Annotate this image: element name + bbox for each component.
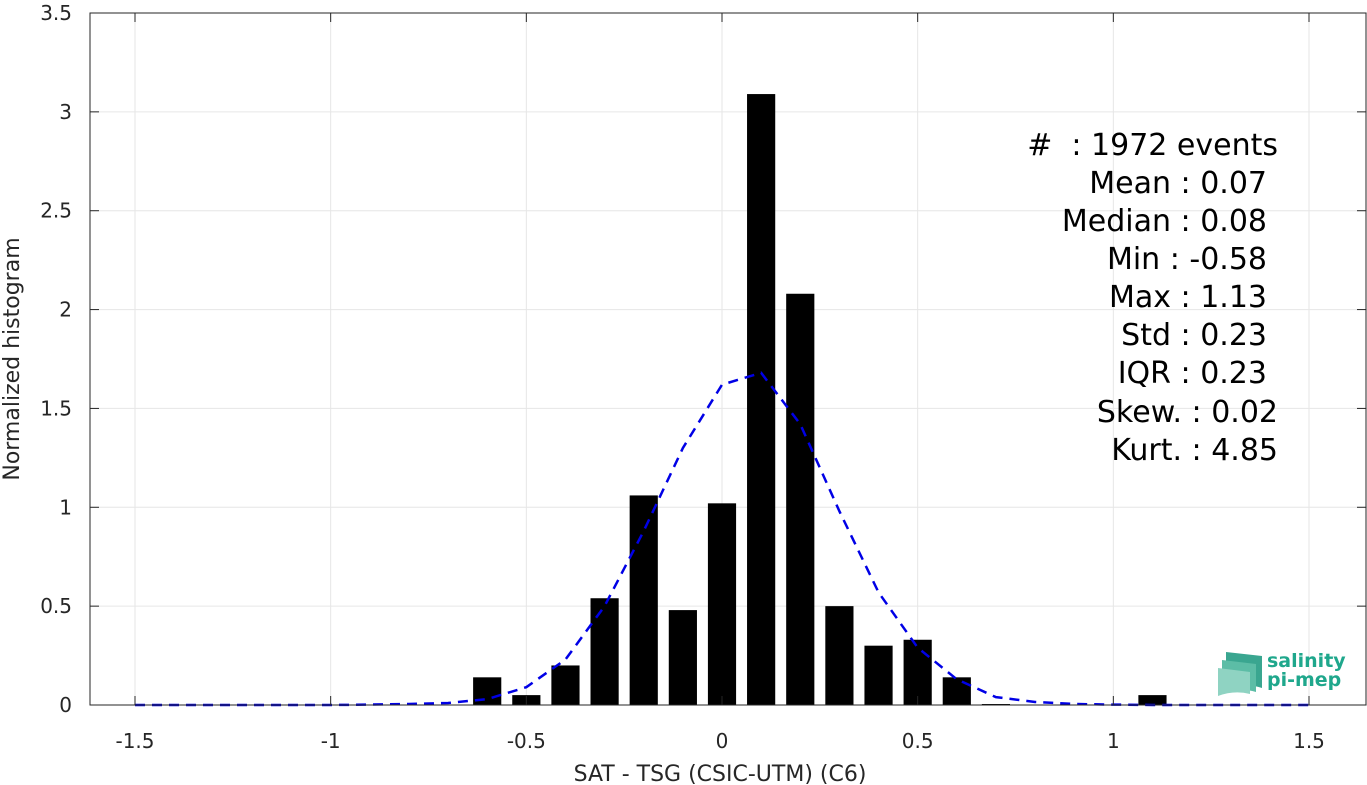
histogram-bar — [1138, 695, 1167, 705]
salinity-pimep-logo: salinity pi-mep — [1218, 650, 1346, 696]
x-tick-label: -0.5 — [507, 729, 546, 753]
y-tick-label: 3 — [59, 100, 72, 124]
histogram-bar — [551, 665, 580, 705]
y-tick-label: 3.5 — [40, 1, 72, 25]
wave-icon — [1218, 652, 1262, 696]
histogram-bar — [825, 606, 854, 705]
stat-skew: Skew. : 0.02 — [1097, 395, 1278, 430]
histogram-bar — [747, 94, 776, 705]
x-tick-label: 1.5 — [1293, 729, 1325, 753]
logo-text-pimep: pi-mep — [1267, 669, 1341, 691]
histogram-bar — [786, 293, 815, 705]
histogram-bar — [629, 495, 658, 705]
y-tick-label: 2 — [59, 298, 72, 322]
bars — [473, 94, 1167, 706]
stat-min: Min : -0.58 — [1107, 242, 1267, 277]
stats-box: # : 1972 events Mean : 0.07 Median : 0.0… — [1027, 128, 1278, 468]
axes-box — [89, 12, 1367, 706]
grid — [90, 12, 1367, 706]
ticks — [90, 12, 1366, 706]
logo-text-salinity: salinity — [1267, 650, 1346, 672]
stat-max: Max : 1.13 — [1109, 280, 1267, 315]
y-tick-label: 0.5 — [40, 594, 72, 618]
histogram-bar — [707, 503, 737, 705]
histogram-bar — [942, 677, 971, 705]
stat-std: Std : 0.23 — [1121, 318, 1267, 353]
stat-mean: Mean : 0.07 — [1089, 166, 1267, 201]
x-tick-label: 0.5 — [902, 729, 934, 753]
stat-iqr: IQR : 0.23 — [1118, 356, 1267, 391]
histogram-bar — [903, 639, 932, 705]
stat-median: Median : 0.08 — [1062, 204, 1267, 239]
y-tick-label: 1 — [59, 495, 72, 519]
x-tick-label: -1.5 — [115, 729, 154, 753]
y-tick-label: 1.5 — [40, 396, 72, 420]
x-tick-label: 0 — [716, 729, 729, 753]
stat-events: # : 1972 events — [1027, 128, 1278, 163]
stat-kurt: Kurt. : 4.85 — [1111, 433, 1278, 468]
histogram-bar — [668, 610, 697, 705]
y-tick-labels: 0 0.5 1 1.5 2 2.5 3 3.5 — [40, 1, 72, 717]
y-tick-label: 2.5 — [40, 199, 72, 223]
histogram-bar — [864, 645, 893, 705]
histogram-bar — [590, 598, 619, 705]
y-tick-label: 0 — [59, 693, 72, 717]
x-tick-label: -1 — [321, 729, 341, 753]
x-tick-labels: -1.5 -1 -0.5 0 0.5 1 1.5 — [115, 729, 1324, 753]
y-axis-label: Normalized histogram — [0, 237, 25, 480]
x-axis-label: SAT - TSG (CSIC-UTM) (C6) — [574, 762, 867, 785]
x-tick-label: 1 — [1107, 729, 1120, 753]
